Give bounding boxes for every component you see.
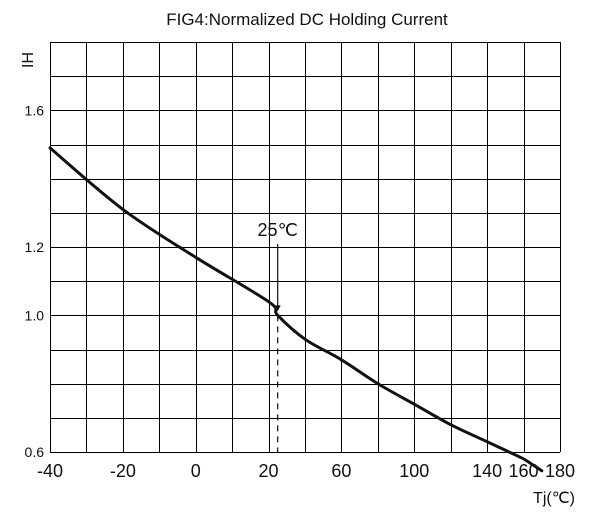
x-tick-label: 160 <box>509 461 539 481</box>
x-tick-label: 100 <box>399 461 429 481</box>
x-tick-label: 180 <box>545 461 575 481</box>
annotation-label: 25℃ <box>258 220 298 240</box>
x-tick-label: -40 <box>37 461 63 481</box>
temperature-annotation: 25℃ <box>258 220 298 452</box>
x-tick-label: 140 <box>472 461 502 481</box>
y-tick-label: 0.6 <box>25 444 45 460</box>
y-tick-labels: 2.01.61.21.00.6 <box>25 102 45 460</box>
x-axis-label: Tj(℃) <box>533 490 575 507</box>
chart-grid <box>50 42 561 453</box>
x-tick-label: 60 <box>331 461 351 481</box>
chart-title: FIG4:Normalized DC Holding Current <box>166 10 448 29</box>
holding-current-curve <box>48 146 544 473</box>
y-tick-label: 1.2 <box>25 239 45 255</box>
y-axis-label: IH <box>20 52 37 68</box>
x-tick-label: 0 <box>191 461 201 481</box>
y-tick-label: 1.6 <box>25 102 45 118</box>
x-tick-label: -20 <box>110 461 136 481</box>
x-tick-labels: -40 -20 0 20 60 100 140 160 180 <box>37 461 575 481</box>
y-tick-label: 1.0 <box>25 307 45 323</box>
x-tick-label: 20 <box>259 461 279 481</box>
